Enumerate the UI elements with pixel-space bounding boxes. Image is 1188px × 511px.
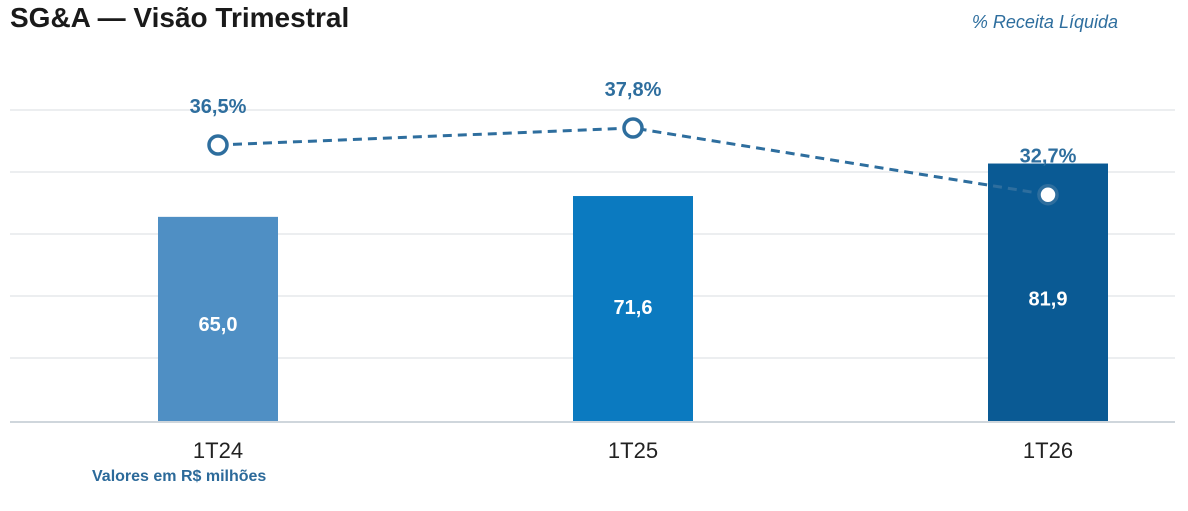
percent-marker-1T24 bbox=[207, 134, 229, 156]
bar-value-label-1T25: 71,6 bbox=[614, 297, 653, 319]
percent-label-1T25: 37,8% bbox=[605, 79, 662, 101]
x-tick-label-1T24: 1T24 bbox=[193, 438, 243, 463]
percent-marker-1T26 bbox=[1037, 183, 1059, 206]
bar-value-label-1T26: 81,9 bbox=[1029, 289, 1068, 311]
bar-value-label-1T24: 65,0 bbox=[199, 314, 238, 336]
x-tick-label-1T26: 1T26 bbox=[1023, 438, 1073, 463]
bar-1T24 bbox=[158, 216, 278, 422]
x-tick-label-1T25: 1T25 bbox=[608, 438, 658, 463]
bar-1T25 bbox=[573, 196, 693, 422]
percent-label-1T26: 32,7% bbox=[1020, 146, 1077, 168]
chart-title: SG&A — Visão Trimestral bbox=[10, 2, 350, 33]
percent-line bbox=[217, 126, 1049, 197]
bar-1T26 bbox=[988, 163, 1108, 422]
chart-subtitle: % Receita Líquida bbox=[971, 12, 1118, 32]
units-footnote: Valores em R$ milhões bbox=[92, 468, 267, 485]
percent-label-1T24: 36,5% bbox=[190, 96, 247, 118]
percent-marker-1T25 bbox=[622, 117, 644, 139]
